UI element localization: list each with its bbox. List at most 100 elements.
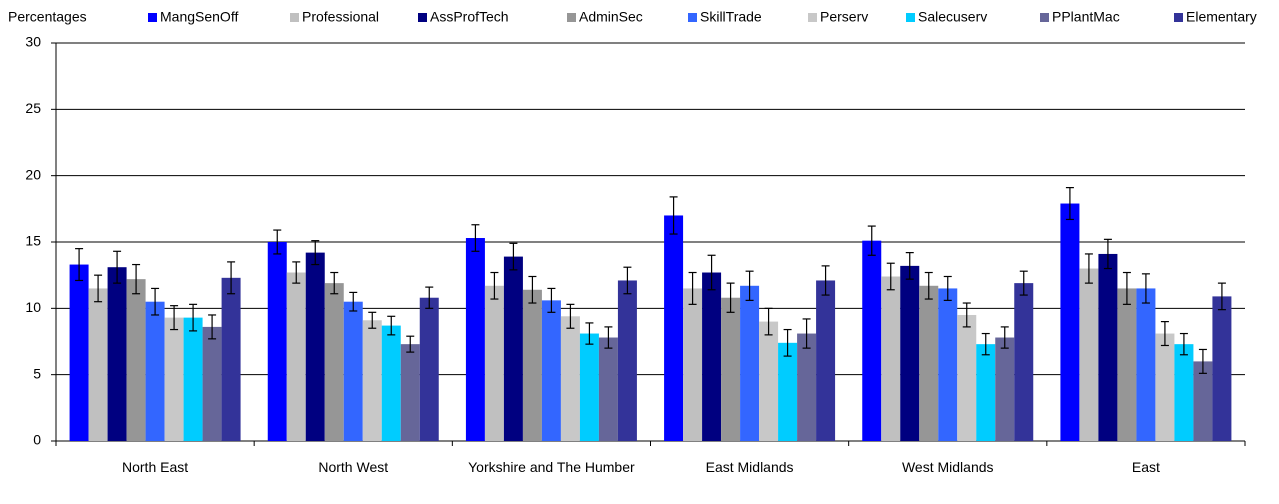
error-bar — [132, 263, 141, 295]
bar — [683, 288, 703, 441]
y-tick-label: 10 — [25, 299, 41, 315]
y-tick-label: 5 — [33, 365, 41, 381]
error-bar — [726, 282, 735, 313]
bar — [1155, 333, 1175, 441]
bar — [1193, 361, 1213, 441]
bar — [560, 316, 580, 441]
error-bar — [867, 225, 876, 256]
error-bar — [273, 229, 282, 255]
error-bar — [547, 287, 556, 313]
legend-label: SkillTrade — [700, 9, 762, 25]
error-bar — [707, 254, 716, 291]
legend-label: Professional — [302, 9, 379, 25]
bar — [183, 317, 203, 441]
bar — [126, 279, 146, 441]
bar — [202, 326, 222, 441]
legend-label: Elementary — [1186, 9, 1257, 25]
error-bar — [924, 271, 933, 300]
y-axis-label: Percentages — [8, 9, 87, 25]
error-bar — [886, 262, 895, 291]
error-bar — [170, 305, 179, 331]
error-bar — [905, 252, 914, 280]
legend-label: Perserv — [820, 9, 868, 25]
bar — [1060, 203, 1080, 441]
error-bar — [490, 271, 499, 300]
error-bar — [208, 314, 217, 340]
error-bar — [688, 271, 697, 305]
x-tick-label: Yorkshire and The Humber — [468, 459, 635, 475]
bar — [107, 267, 127, 441]
bar — [465, 238, 485, 441]
bar — [267, 242, 287, 441]
error-bar — [189, 303, 198, 332]
bar — [919, 285, 939, 441]
error-bar — [802, 318, 811, 349]
x-tick-label: North West — [318, 459, 389, 475]
error-bar — [1179, 332, 1188, 356]
bar — [503, 256, 523, 441]
error-bar — [1141, 273, 1150, 304]
error-bar — [1122, 271, 1131, 305]
legend-swatch — [418, 13, 427, 22]
error-bar — [623, 266, 632, 295]
error-bar — [471, 224, 480, 252]
bar — [343, 301, 363, 441]
bar — [522, 289, 542, 441]
legend-swatch — [906, 13, 915, 22]
error-bar — [1198, 348, 1207, 374]
error-bar — [349, 291, 358, 312]
error-bar — [604, 326, 613, 349]
bar — [1212, 296, 1232, 441]
legend-swatch — [290, 13, 299, 22]
bar — [419, 297, 439, 441]
bar — [1014, 283, 1034, 441]
bar — [400, 344, 420, 441]
bar — [816, 280, 836, 441]
bar — [1174, 344, 1194, 441]
bar — [362, 320, 382, 441]
bar — [541, 300, 561, 441]
bar — [381, 325, 401, 441]
x-tick-label: West Midlands — [901, 459, 994, 475]
bar — [664, 215, 684, 441]
error-bar — [1000, 326, 1009, 349]
error-bar — [1217, 282, 1226, 311]
error-bar — [387, 315, 396, 336]
error-bar — [227, 261, 236, 295]
legend-label: Salecuserv — [918, 9, 987, 25]
error-bar — [566, 303, 575, 329]
y-tick-label: 25 — [25, 100, 41, 116]
error-bar — [1084, 253, 1093, 284]
bar — [324, 283, 344, 441]
error-bar — [1019, 270, 1028, 296]
legend-label: MangSenOff — [160, 9, 238, 25]
error-bar — [509, 242, 518, 271]
error-bar — [669, 196, 678, 235]
legend-swatch — [1174, 13, 1183, 22]
bar — [598, 337, 618, 441]
bar — [221, 277, 241, 441]
bar — [976, 344, 996, 441]
bar — [995, 337, 1015, 441]
bar — [938, 288, 958, 441]
error-bar — [75, 248, 84, 282]
bar — [900, 265, 920, 441]
error-bar — [311, 240, 320, 266]
error-bar — [94, 274, 103, 303]
x-tick-label: East — [1131, 459, 1160, 475]
y-tick-label: 30 — [25, 34, 41, 50]
error-bar — [764, 307, 773, 336]
error-bar — [943, 275, 952, 301]
y-tick-label: 0 — [33, 432, 41, 448]
bar — [579, 333, 599, 441]
bar — [1136, 288, 1156, 441]
bar — [305, 252, 325, 441]
error-bar — [962, 302, 971, 328]
error-bar — [585, 322, 594, 345]
bar — [286, 272, 306, 441]
bar — [164, 317, 184, 441]
error-bar — [330, 271, 339, 295]
bar — [1098, 253, 1118, 441]
bar — [1079, 268, 1099, 441]
error-bar — [745, 270, 754, 301]
